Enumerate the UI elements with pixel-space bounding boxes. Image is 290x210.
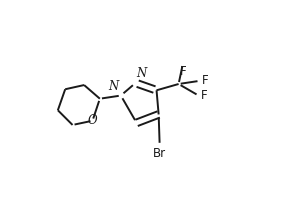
Text: N: N [108, 80, 119, 93]
Text: F: F [201, 89, 207, 102]
Text: F: F [202, 74, 208, 87]
Text: F: F [180, 65, 186, 78]
Text: N: N [137, 67, 147, 80]
Text: O: O [88, 114, 97, 127]
Text: Br: Br [153, 147, 166, 160]
